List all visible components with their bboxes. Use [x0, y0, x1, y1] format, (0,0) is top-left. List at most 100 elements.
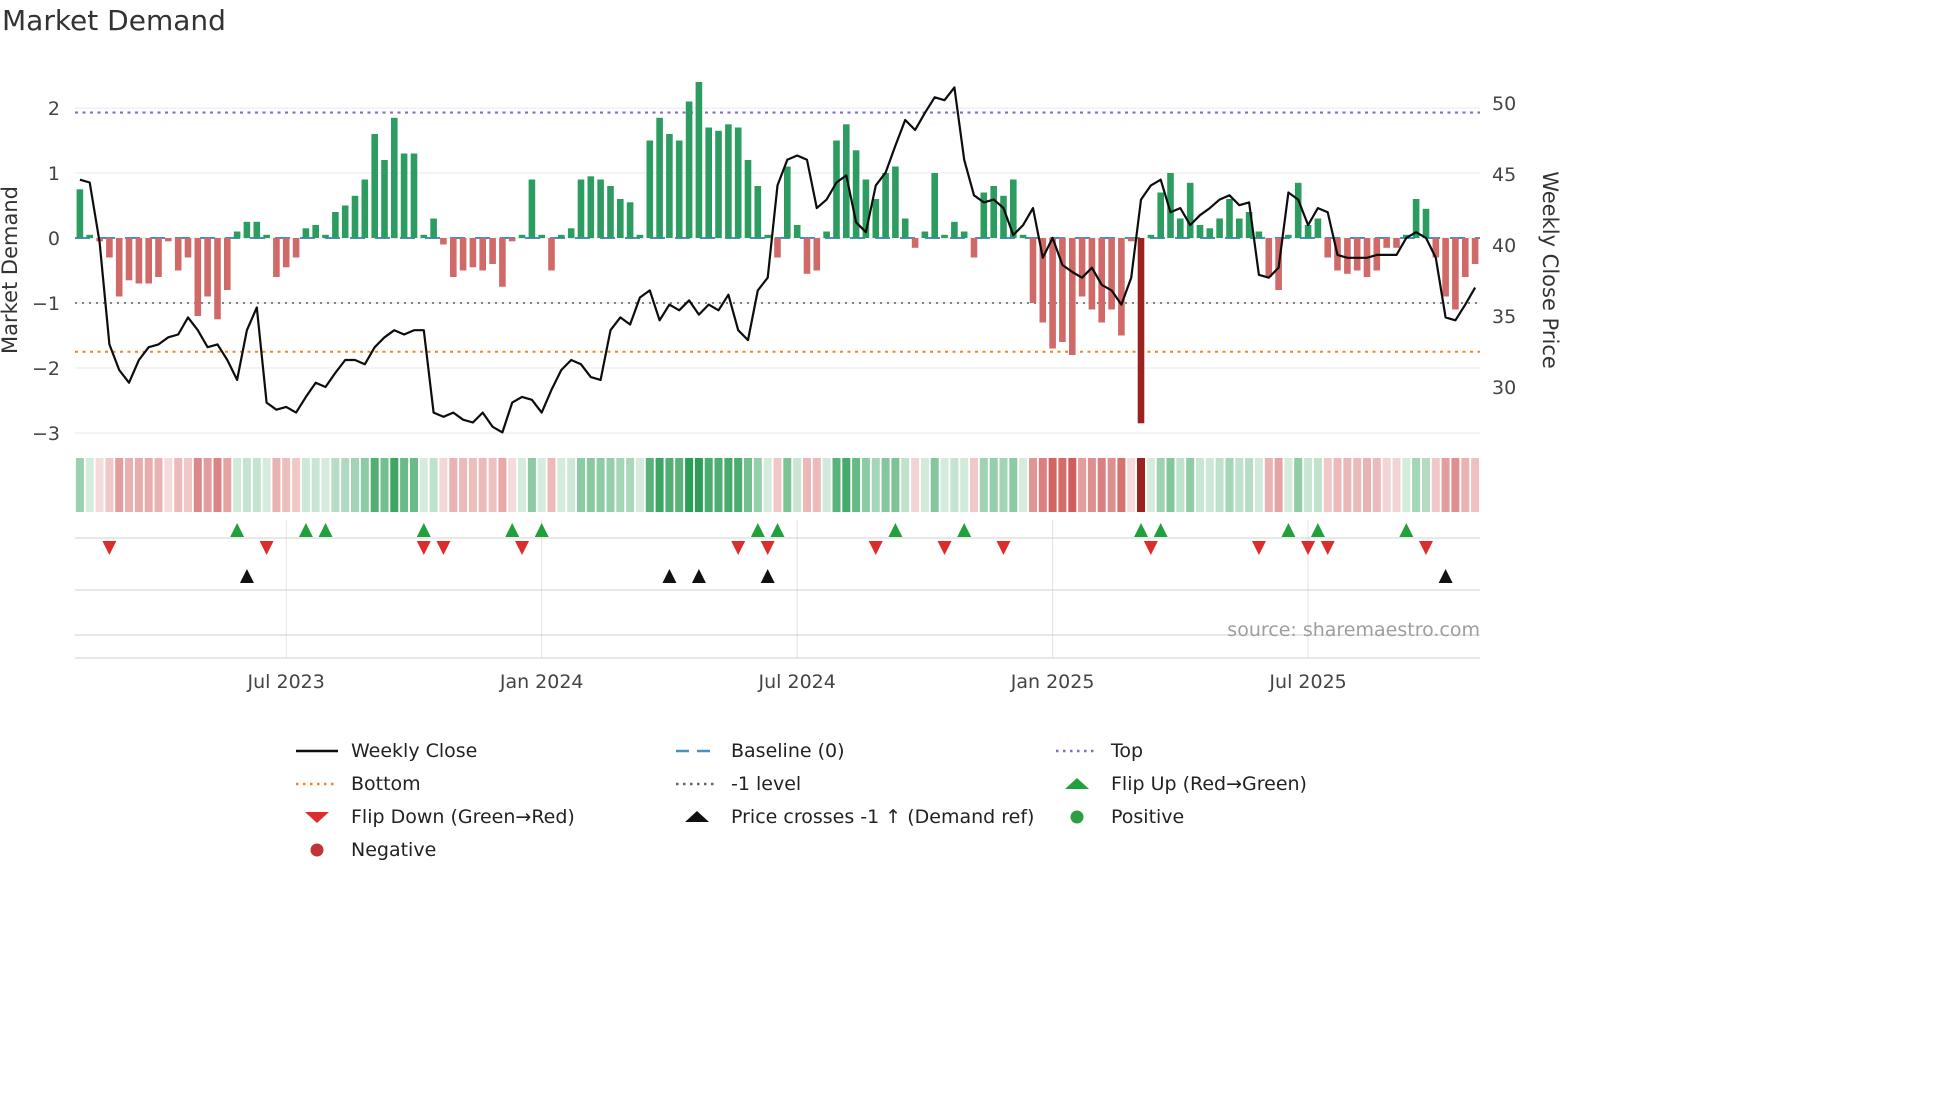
- demand-bar: [381, 160, 388, 238]
- demand-bar: [1314, 218, 1322, 238]
- flip-up-marker-icon: [298, 523, 313, 537]
- flip-down-marker-icon: [868, 541, 883, 555]
- heatmap-cell: [321, 458, 330, 512]
- demand-bar: [990, 186, 997, 238]
- legend-item-weekly-close: Weekly Close: [295, 738, 675, 763]
- flip-down-marker-icon: [760, 541, 775, 555]
- left-axis-tick: −3: [32, 423, 60, 445]
- legend-item-positive: Positive: [1055, 804, 1485, 829]
- heatmap-cell: [803, 458, 811, 512]
- demand-bar: [1452, 238, 1459, 310]
- demand-bar: [960, 231, 968, 238]
- market-demand-chart: 2 1 0 −1 −2 −3 50 45 40 35 30 Jul 2023 Jan 2024 Jul 2…: [0, 40, 1562, 700]
- flip-down-marker-icon: [515, 541, 530, 555]
- demand-bar: [1157, 192, 1164, 238]
- price-cross-marker-icon: [239, 569, 254, 583]
- heatmap-cell: [911, 458, 920, 512]
- heatmap-cell: [1235, 458, 1244, 512]
- heatmap-cell: [901, 458, 910, 512]
- heatmap-cell: [1078, 458, 1087, 512]
- heatmap-cell: [1166, 458, 1175, 512]
- weekly-close-line-icon: [296, 749, 338, 752]
- demand-bar: [548, 238, 555, 271]
- heatmap-cell: [557, 458, 566, 512]
- heatmap-cell: [606, 458, 615, 512]
- heatmap-cell: [1087, 458, 1096, 512]
- flip-up-marker-icon: [1134, 523, 1149, 537]
- demand-bar: [695, 82, 703, 238]
- heatmap-cell: [1196, 458, 1204, 512]
- demand-bar: [243, 221, 251, 239]
- heatmap-cell: [272, 458, 281, 512]
- demand-bar: [675, 140, 683, 238]
- demand-bar: [302, 228, 310, 239]
- heatmap-cell: [950, 458, 959, 512]
- flip-up-marker-icon: [1153, 523, 1168, 537]
- demand-bar: [892, 166, 899, 238]
- heatmap-cell: [586, 458, 595, 512]
- heatmap-cell: [478, 458, 487, 512]
- demand-bar: [1049, 238, 1056, 349]
- demand-bar: [1265, 238, 1273, 277]
- heatmap-cell: [724, 458, 733, 512]
- heatmap-cell: [979, 458, 988, 512]
- demand-bar: [567, 228, 575, 239]
- demand-bar: [1412, 199, 1420, 238]
- heatmap-cell: [400, 458, 409, 512]
- heatmap-cell: [1097, 458, 1106, 512]
- heatmap-cell: [1264, 458, 1273, 512]
- heatmap-cell: [252, 458, 261, 512]
- heatmap-cell: [626, 458, 635, 512]
- heatmap-cell: [125, 458, 133, 512]
- heatmap-cell: [439, 458, 448, 512]
- demand-bar: [489, 238, 496, 264]
- demand-bar: [1059, 238, 1066, 342]
- demand-bar: [833, 140, 840, 238]
- heatmap-cell: [370, 458, 379, 512]
- demand-bar: [1186, 182, 1194, 239]
- demand-bar: [1078, 238, 1086, 297]
- demand-bar: [459, 238, 467, 271]
- heatmap-cell: [537, 458, 546, 512]
- legend-label-weekly-close: Weekly Close: [351, 739, 478, 762]
- heatmap-cell: [596, 458, 605, 512]
- demand-bar: [174, 238, 182, 271]
- demand-bar: [636, 234, 644, 239]
- demand-bar: [341, 205, 349, 238]
- flip-down-marker-icon: [1320, 541, 1335, 555]
- demand-bar: [970, 238, 978, 258]
- demand-bar: [400, 153, 408, 238]
- demand-bar: [165, 238, 172, 242]
- heatmap-cell: [380, 458, 389, 512]
- flip-down-marker-icon: [1418, 541, 1433, 555]
- legend-item-flip-up: Flip Up (Red→Green): [1055, 771, 1485, 796]
- heatmap-cell: [1176, 458, 1185, 512]
- x-axis-tick: Jul 2025: [1268, 671, 1346, 693]
- heatmap-cell: [970, 458, 978, 512]
- heatmap-cell: [577, 458, 585, 512]
- heatmap-cell: [1254, 458, 1263, 512]
- x-axis-tick: Jul 2024: [758, 671, 836, 693]
- demand-bar: [656, 117, 663, 239]
- heatmap-cell: [75, 458, 84, 512]
- demand-bar: [450, 238, 457, 277]
- heatmap-cell: [213, 458, 222, 512]
- heatmap-cell: [1441, 458, 1450, 512]
- demand-bar: [528, 179, 536, 238]
- demand-bar: [214, 238, 221, 320]
- flip-up-marker-icon: [505, 523, 520, 537]
- demand-bar: [597, 179, 604, 238]
- demand-bar: [430, 218, 437, 238]
- left-axis-tick: 0: [48, 228, 60, 250]
- right-axis-tick: 45: [1492, 164, 1516, 186]
- demand-bar: [793, 225, 801, 238]
- legend-item-price-cross: Price crosses -1 ↑ (Demand ref): [675, 804, 1055, 829]
- heatmap-cell: [115, 458, 124, 512]
- x-axis-tick: Jul 2023: [247, 671, 325, 693]
- flip-down-marker-icon: [102, 541, 117, 555]
- heatmap-cell: [1107, 458, 1116, 512]
- flip-up-marker-icon: [1281, 523, 1296, 537]
- demand-bar: [125, 238, 133, 281]
- right-axis-tick: 50: [1492, 93, 1516, 115]
- heatmap-cell: [184, 458, 192, 512]
